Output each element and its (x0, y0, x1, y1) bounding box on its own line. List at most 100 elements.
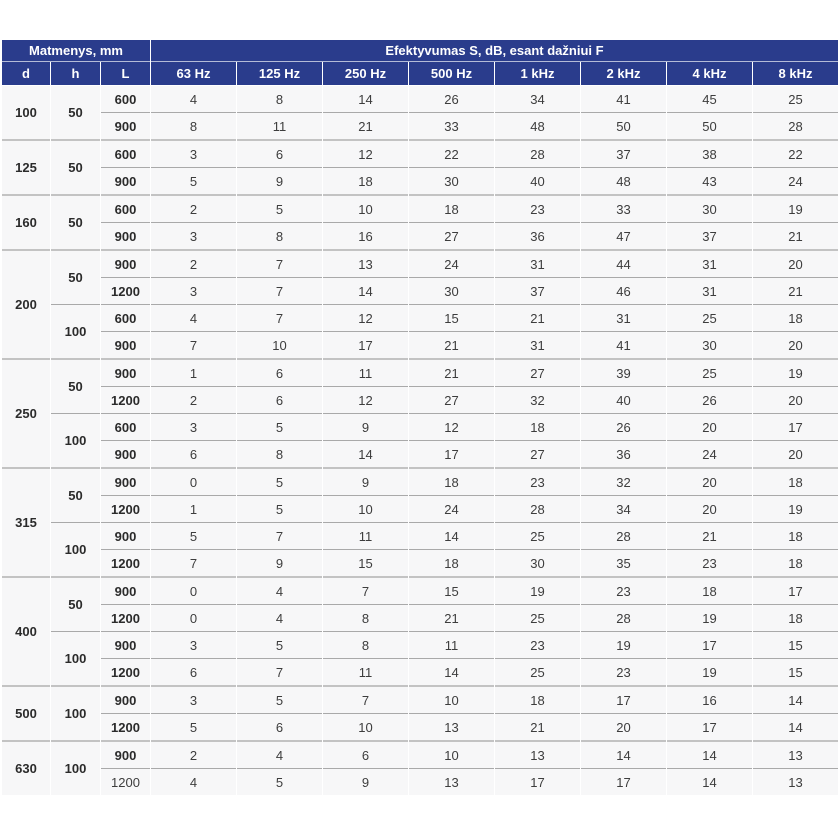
dim-d-cell: 160 (2, 196, 50, 251)
header-col-freq: 63 Hz (151, 62, 236, 86)
freq-value-cell: 33 (409, 113, 494, 141)
freq-value-cell: 25 (495, 605, 580, 632)
freq-value-cell: 12 (409, 414, 494, 441)
freq-value-cell: 12 (323, 305, 408, 332)
freq-value-cell: 27 (409, 387, 494, 414)
freq-value-cell: 24 (667, 441, 752, 469)
table-row: 500 100 900 3 5 7 10 18 17 16 14 (2, 687, 838, 742)
page: Matmenys, mm Efektyvumas S, dB, esant da… (2, 40, 838, 795)
freq-value-cell: 10 (409, 742, 494, 769)
freq-value-cell: 32 (495, 387, 580, 414)
freq-value-cell: 0 (151, 605, 236, 632)
freq-value-cell: 31 (667, 278, 752, 305)
freq-value-cell: 41 (581, 332, 666, 360)
freq-value-cell: 10 (323, 714, 408, 742)
freq-value-cell: 23 (495, 632, 580, 659)
freq-value-cell: 30 (409, 278, 494, 305)
header-dimensions: Matmenys, mm (2, 40, 150, 62)
freq-value-cell: 37 (581, 141, 666, 168)
freq-value-cell: 28 (581, 523, 666, 550)
freq-value-cell: 7 (237, 305, 322, 332)
freq-value-cell: 19 (581, 632, 666, 659)
freq-value-cell: 8 (151, 113, 236, 141)
freq-value-cell: 8 (237, 223, 322, 251)
freq-value-cell: 19 (753, 360, 838, 387)
freq-value-cell: 18 (753, 550, 838, 578)
freq-value-cell: 3 (151, 687, 236, 714)
freq-value-cell: 5 (237, 632, 322, 659)
table-row: 400 50 900 0 4 7 15 19 23 18 17 (2, 578, 838, 687)
freq-value-cell: 5 (151, 523, 236, 550)
freq-value-cell: 34 (581, 496, 666, 523)
freq-value-cell: 0 (151, 469, 236, 496)
dim-l-cell: 900 (101, 742, 150, 769)
dim-l-cell: 1200 (101, 387, 150, 414)
table-row: 125 50 600 3 6 12 22 28 37 38 22 (2, 141, 838, 196)
freq-value-cell: 10 (237, 332, 322, 360)
freq-value-cell: 17 (581, 687, 666, 714)
freq-value-cell: 38 (667, 141, 752, 168)
table-row: 1200 3 7 14 30 37 46 31 21 (2, 278, 838, 305)
table-row: 100 600 3 5 9 12 18 26 20 17 (2, 414, 838, 469)
freq-value-cell: 50 (667, 113, 752, 141)
freq-value-cell: 13 (753, 742, 838, 769)
header-col-d: d (2, 62, 50, 86)
freq-value-cell: 13 (495, 742, 580, 769)
freq-value-cell: 9 (237, 168, 322, 196)
table-row: 900 8 11 21 33 48 50 50 28 (2, 113, 838, 141)
table-row: 100 600 4 7 12 15 21 31 25 18 (2, 305, 838, 360)
dim-h-cell: 100 (51, 523, 100, 578)
freq-value-cell: 25 (667, 305, 752, 332)
freq-value-cell: 3 (151, 278, 236, 305)
freq-value-cell: 17 (667, 714, 752, 742)
freq-value-cell: 31 (581, 305, 666, 332)
freq-value-cell: 28 (581, 605, 666, 632)
dim-l-cell: 600 (101, 86, 150, 113)
freq-value-cell: 10 (409, 687, 494, 714)
dim-l-cell: 1200 (101, 605, 150, 632)
freq-value-cell: 15 (753, 659, 838, 687)
table-row: 1200 5 6 10 13 21 20 17 14 (2, 714, 838, 742)
freq-value-cell: 9 (323, 769, 408, 795)
table-header: Matmenys, mm Efektyvumas S, dB, esant da… (2, 40, 838, 86)
dim-l-cell: 900 (101, 578, 150, 605)
freq-value-cell: 24 (753, 168, 838, 196)
table-row: 315 50 900 0 5 9 18 23 32 20 18 (2, 469, 838, 578)
dim-l-cell: 900 (101, 251, 150, 278)
freq-value-cell: 22 (753, 141, 838, 168)
dim-h-cell: 50 (51, 141, 100, 196)
table-body: 100 50 600 4 8 14 26 34 41 45 25 900 8 11 21 33 48 50 50 28… (2, 86, 838, 795)
freq-value-cell: 11 (237, 113, 322, 141)
dim-d-cell: 400 (2, 578, 50, 687)
freq-value-cell: 15 (753, 632, 838, 659)
freq-value-cell: 11 (409, 632, 494, 659)
freq-value-cell: 28 (495, 496, 580, 523)
dim-l-cell: 600 (101, 141, 150, 168)
freq-value-cell: 21 (495, 305, 580, 332)
freq-value-cell: 18 (495, 687, 580, 714)
freq-value-cell: 25 (495, 659, 580, 687)
header-col-freq: 8 kHz (753, 62, 838, 86)
dim-l-cell: 600 (101, 414, 150, 441)
freq-value-cell: 13 (753, 769, 838, 795)
freq-value-cell: 7 (237, 659, 322, 687)
freq-value-cell: 13 (323, 251, 408, 278)
table-row: 1200 1 5 10 24 28 34 20 19 (2, 496, 838, 523)
table-row: 250 50 900 1 6 11 21 27 39 25 19 (2, 360, 838, 469)
freq-value-cell: 9 (323, 414, 408, 441)
freq-value-cell: 13 (409, 769, 494, 795)
freq-value-cell: 30 (667, 196, 752, 223)
freq-value-cell: 3 (151, 414, 236, 441)
dim-h-cell: 100 (51, 687, 100, 742)
freq-value-cell: 6 (237, 360, 322, 387)
dim-l-cell: 1200 (101, 769, 150, 795)
freq-value-cell: 27 (409, 223, 494, 251)
freq-value-cell: 40 (495, 168, 580, 196)
dim-h-cell: 100 (51, 414, 100, 469)
freq-value-cell: 2 (151, 742, 236, 769)
freq-value-cell: 46 (581, 278, 666, 305)
freq-value-cell: 41 (581, 86, 666, 113)
freq-value-cell: 27 (495, 360, 580, 387)
freq-value-cell: 25 (667, 360, 752, 387)
dim-d-cell: 250 (2, 360, 50, 469)
